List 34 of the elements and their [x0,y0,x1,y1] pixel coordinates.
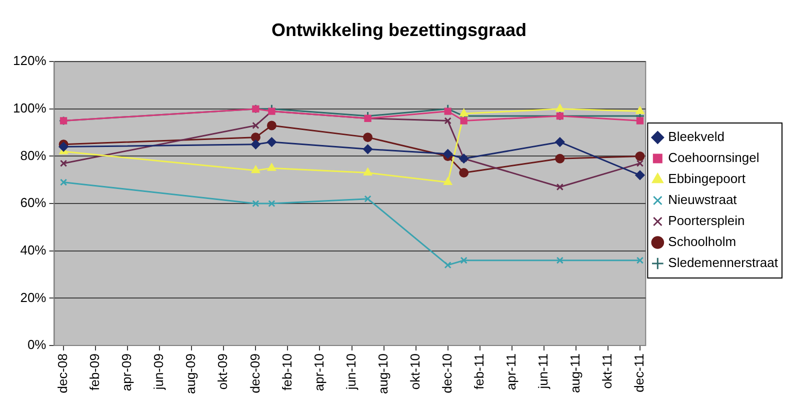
legend-label: Nieuwstraat [668,192,738,208]
x-tick-label: dec-11 [632,354,647,392]
x-tick-label: feb-09 [87,354,102,390]
legend-label: Poortersplein [668,213,745,228]
y-tick-label: 120% [13,53,47,68]
x-tick-label: apr-10 [311,354,326,392]
x-tick-label: feb-10 [279,354,294,390]
legend-label: Coehoornsingel [668,150,760,166]
x-tick-label: jun-09 [151,354,166,391]
x-tick-label: feb-11 [471,354,486,390]
y-tick-label: 80% [20,148,47,163]
x-tick-label: okt-09 [215,354,230,390]
chart-title: Ontwikkeling bezettingsgraad [271,20,527,40]
x-tick-label: dec-08 [55,354,70,394]
x-tick-label: aug-10 [375,354,390,394]
x-tick-label: okt-11 [600,354,615,389]
x-tick-label: apr-11 [503,354,518,390]
x-tick-label: aug-11 [568,354,583,394]
legend-label: Schoolholm [668,234,736,250]
y-tick-label: 20% [20,290,47,305]
legend-label: Ebbingepoort [668,171,746,186]
y-tick-label: 40% [20,242,47,258]
x-tick-label: jun-11 [535,354,550,390]
y-tick-label: 100% [13,100,47,116]
x-tick-label: dec-10 [439,354,454,394]
legend-label: Bleekveld [668,129,725,144]
x-tick-label: apr-09 [119,354,134,392]
x-tick-label: jun-10 [343,354,358,391]
x-tick-label: dec-09 [247,354,262,394]
y-tick-label: 60% [20,195,47,210]
legend-label: Sledemennerstraat [668,255,778,270]
y-tick-label: 0% [27,337,47,352]
x-tick-label: aug-09 [183,354,198,394]
x-tick-label: okt-10 [407,354,422,390]
